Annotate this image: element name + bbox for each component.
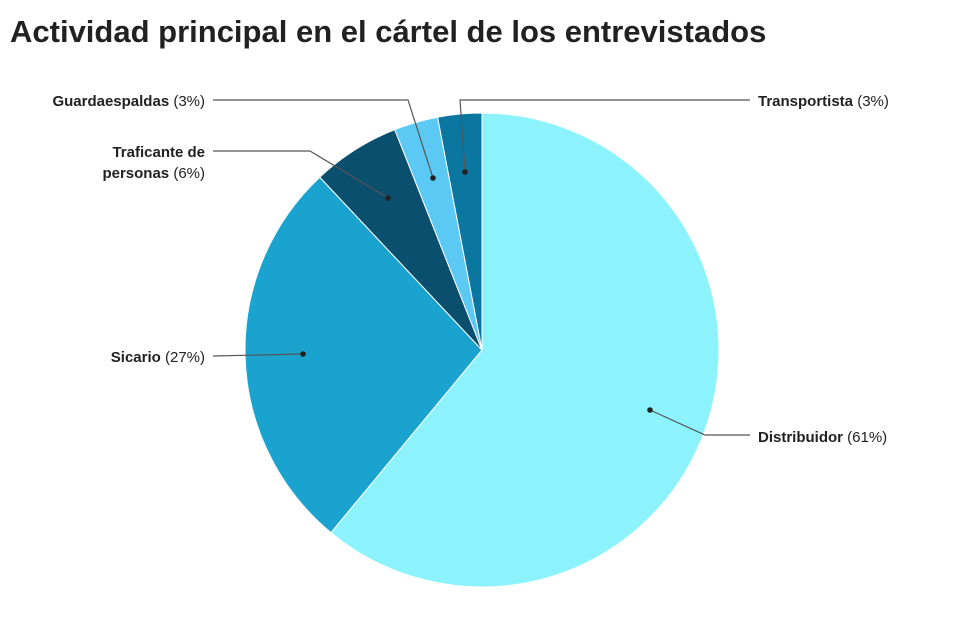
slice-label: Distribuidor (61%): [758, 429, 887, 446]
leader-dot: [430, 175, 436, 181]
chart-title: Actividad principal en el cártel de los …: [10, 14, 767, 49]
pie-slice-0: [330, 112, 720, 588]
slice-label: personas (6%): [102, 165, 205, 182]
leader-dot: [647, 407, 653, 413]
slice-label: Transportista (3%): [758, 93, 889, 110]
leader-line: [649, 409, 750, 436]
pie-slice-4: [437, 112, 483, 351]
leader-line: [213, 150, 389, 199]
pie-slice-1: [244, 176, 483, 534]
leader-dot: [462, 169, 468, 175]
leader-dot: [300, 351, 306, 357]
leader-line: [213, 99, 434, 179]
slice-label: Traficante de: [112, 144, 205, 161]
slice-label: Guardaespaldas (3%): [52, 93, 205, 110]
leader-line: [459, 99, 750, 173]
leader-line: [212, 353, 304, 357]
leader-dot: [385, 195, 391, 201]
slice-label: Sicario (27%): [111, 349, 205, 366]
